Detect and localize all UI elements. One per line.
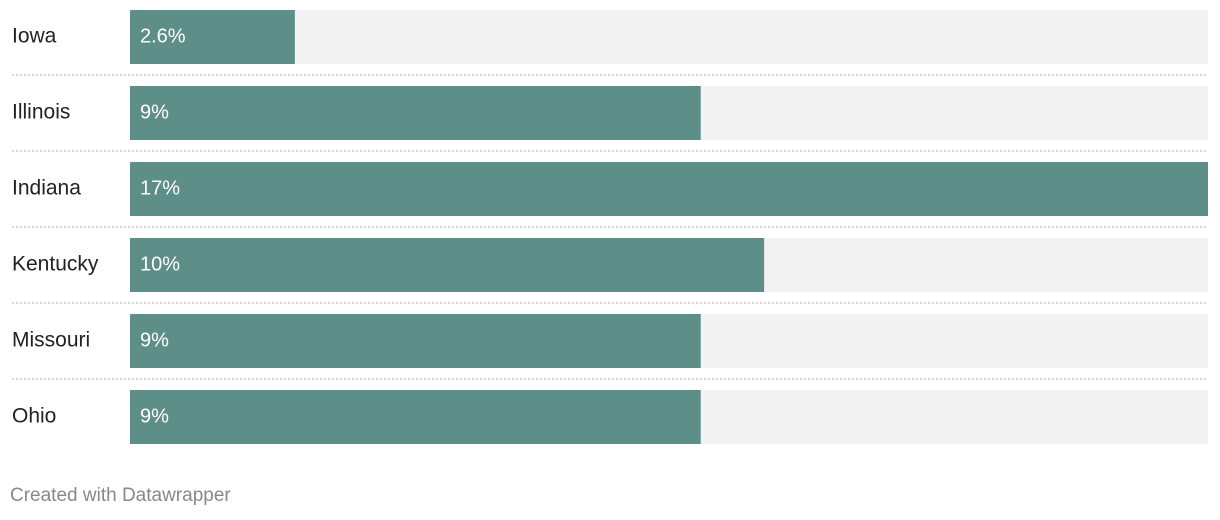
value-label: 17% [140, 177, 180, 199]
value-label: 2.6% [140, 25, 186, 47]
bar [130, 86, 701, 140]
value-label: 10% [140, 253, 180, 275]
category-label: Kentucky [12, 253, 99, 276]
value-label: 9% [140, 329, 169, 351]
bar [130, 162, 1208, 216]
bar [130, 238, 765, 292]
bar [130, 390, 701, 444]
value-label: 9% [140, 405, 169, 427]
credit: Created with Datawrapper [10, 485, 231, 506]
category-label: Iowa [12, 25, 57, 48]
category-label: Ohio [12, 405, 56, 428]
value-label: 9% [140, 101, 169, 123]
bar [130, 10, 295, 64]
category-label: Indiana [12, 177, 81, 200]
category-label: Missouri [12, 329, 90, 352]
category-label: Illinois [12, 101, 70, 124]
bar [130, 314, 701, 368]
bar-background [130, 10, 1208, 64]
